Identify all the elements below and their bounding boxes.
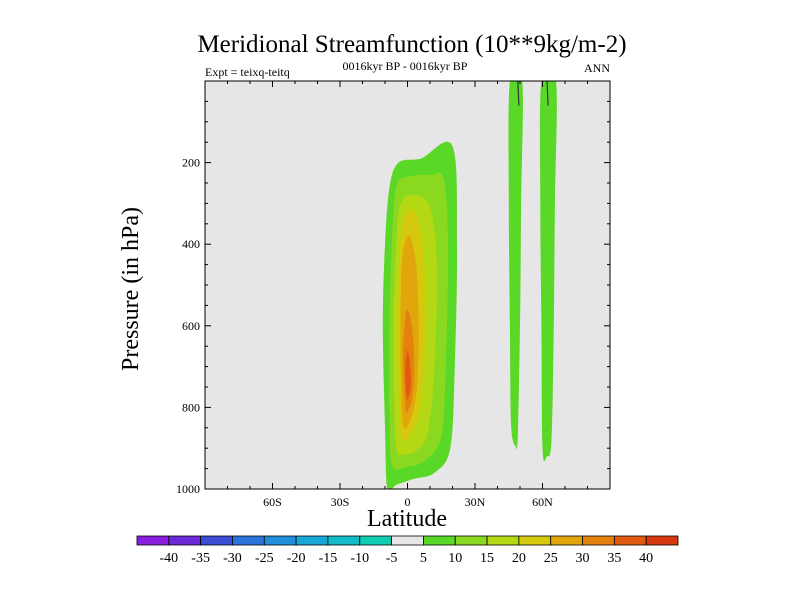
y-tick-label: 600: [182, 319, 200, 333]
colorbar-label: 10: [448, 551, 462, 566]
subtitle-center: 0016kyr BP - 0016kyr BP: [343, 59, 468, 73]
colorbar-label: -30: [223, 551, 242, 566]
colorbar-label: -5: [386, 551, 398, 566]
colorbar-label: -40: [159, 551, 178, 566]
subtitle-right: ANN: [584, 61, 610, 75]
colorbar-label: -35: [191, 551, 210, 566]
colorbar-label: 40: [639, 551, 653, 566]
colorbar-label: 5: [420, 551, 427, 566]
x-axis-ticks: 60S 30S 0 30N 60N: [204, 81, 611, 509]
colorbar-swatch: [359, 535, 392, 546]
x-tick-label: 30S: [331, 495, 350, 509]
contour-lines: [517, 80, 549, 106]
colorbar-swatch: [518, 535, 552, 546]
contour-line-1: [546, 80, 549, 106]
colorbar-swatch: [136, 535, 170, 546]
colorbar-swatch: [423, 535, 456, 546]
colorbar-swatch: [486, 535, 520, 546]
x-tick-label: 30N: [465, 495, 486, 509]
colorbar-swatch: [454, 535, 488, 546]
colorbar-label: 20: [512, 551, 526, 566]
contour-layers: [382, 81, 557, 489]
colorbar-swatch: [327, 535, 361, 546]
colorbar-swatch: [582, 535, 615, 546]
y-tick-label: 400: [182, 237, 200, 251]
colorbar-label: 30: [576, 551, 590, 566]
y-tick-label: 200: [182, 156, 200, 170]
y-tick-label: 800: [182, 400, 200, 414]
colorbar-label: 25: [544, 551, 558, 566]
x-axis-label: Latitude: [367, 506, 447, 532]
y-axis-ticks: 200 400 600 800 1000: [176, 80, 610, 496]
x-tick-label: 0: [405, 495, 411, 509]
colorbar-swatch: [263, 535, 297, 546]
colorbar-swatch: [232, 535, 265, 546]
colorbar-label: -25: [255, 551, 274, 566]
colorbar-swatch: [550, 535, 583, 546]
colorbar-swatch: [645, 535, 679, 546]
colorbar-swatch: [200, 535, 233, 546]
contour-band-45N-level-5: [508, 81, 523, 450]
contour-band-62N-level-5: [539, 81, 557, 461]
colorbar-swatch: [295, 535, 329, 546]
contour-tropical-cell-level-35: [405, 350, 411, 399]
x-tick-label: 60S: [263, 495, 282, 509]
colorbar-label: 15: [480, 551, 494, 566]
colorbar-label: -20: [287, 551, 306, 566]
colorbar-swatch: [613, 535, 647, 546]
y-tick-label: 1000: [176, 482, 200, 496]
colorbar-label: -10: [350, 551, 369, 566]
subtitle-left: Expt = teixq-teitq: [205, 65, 290, 79]
colorbar-swatch: [391, 535, 424, 546]
colorbar-swatch: [168, 535, 202, 546]
contour-line-0: [517, 80, 520, 106]
y-axis-label: Pressure (in hPa): [118, 207, 144, 371]
colorbar-label: 35: [607, 551, 621, 566]
colorbar-label: -15: [319, 551, 338, 566]
x-tick-label: 60N: [532, 495, 553, 509]
colorbar: -40 -35 -30 -25 -20 -15 -10 -5 5 10 15 20 25 30 35 40: [136, 535, 679, 566]
chart-title: Meridional Streamfunction (10**9kg/m-2): [197, 31, 626, 58]
